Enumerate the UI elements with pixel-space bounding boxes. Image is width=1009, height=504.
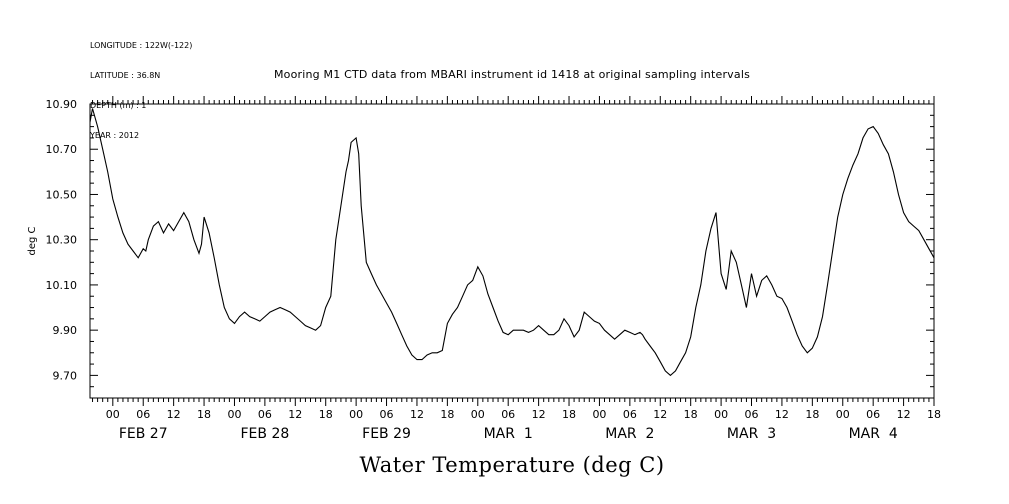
- x-tick-label: 06: [501, 408, 515, 421]
- x-tick-label: 12: [775, 408, 789, 421]
- x-tick-label: 12: [897, 408, 911, 421]
- x-tick-label: 12: [410, 408, 424, 421]
- latitude-label: LATITUDE : 36.8N: [90, 71, 161, 80]
- x-tick-label: 18: [927, 408, 941, 421]
- x-tick-label: 06: [258, 408, 272, 421]
- y-tick-label: 9.90: [53, 324, 78, 337]
- station-metadata: LONGITUDE : 122W(-122) LATITUDE : 36.8N …: [90, 21, 192, 151]
- depth-label: DEPTH (m) : 1: [90, 101, 147, 110]
- plot-frame: [89, 103, 935, 399]
- x-tick-label: 06: [136, 408, 150, 421]
- x-tick-label: 12: [288, 408, 302, 421]
- x-tick-label: 12: [167, 408, 181, 421]
- x-axis: 00 06 12 18 00 06 12 18 00 06 12 18 00 06 12 18 00 06 12 18…: [92, 96, 941, 442]
- x-tick-label: 12: [653, 408, 667, 421]
- x-tick-label: 18: [805, 408, 819, 421]
- y-tick-label: 10.70: [46, 143, 78, 156]
- x-tick-label: 18: [197, 408, 211, 421]
- x-tick-label: 00: [836, 408, 850, 421]
- y-tick-label: 10.30: [46, 234, 78, 247]
- x-tick-label: 00: [714, 408, 728, 421]
- x-tick-label: 06: [866, 408, 880, 421]
- y-tick-label: 10.90: [46, 98, 78, 111]
- x-tick-label: 00: [592, 408, 606, 421]
- day-label: MAR 4: [849, 426, 898, 442]
- day-label: FEB 29: [362, 426, 411, 442]
- y-tick-label: 10.10: [46, 279, 78, 292]
- day-label: FEB 28: [240, 426, 289, 442]
- x-tick-label: 18: [684, 408, 698, 421]
- longitude-label: LONGITUDE : 122W(-122): [90, 41, 193, 50]
- day-label: MAR 3: [727, 426, 776, 442]
- x-tick-label: 00: [106, 408, 120, 421]
- y-tick-label: 10.50: [46, 188, 78, 201]
- series-line: [89, 108, 935, 377]
- x-tick-label: 00: [227, 408, 241, 421]
- day-label: FEB 27: [119, 426, 168, 442]
- x-axis-label: Water Temperature (deg C): [359, 453, 665, 477]
- x-tick-label: 06: [380, 408, 394, 421]
- chart-title: Mooring M1 CTD data from MBARI instrumen…: [273, 68, 751, 81]
- x-tick-label: 00: [471, 408, 485, 421]
- x-tick-label: 18: [319, 408, 333, 421]
- x-tick-label: 18: [562, 408, 576, 421]
- x-tick-label: 18: [440, 408, 454, 421]
- x-tick-label: 12: [532, 408, 546, 421]
- y-tick-label: 9.70: [53, 369, 78, 382]
- y-axis: 9.70 9.90 10.10 10.30 10.50 10.70 10.90: [46, 98, 934, 399]
- day-label: MAR 2: [605, 426, 654, 442]
- day-label: MAR 1: [484, 426, 533, 442]
- x-tick-label: 06: [745, 408, 759, 421]
- x-tick-label: 00: [349, 408, 363, 421]
- year-label: YEAR : 2012: [90, 131, 140, 140]
- x-tick-label: 06: [623, 408, 637, 421]
